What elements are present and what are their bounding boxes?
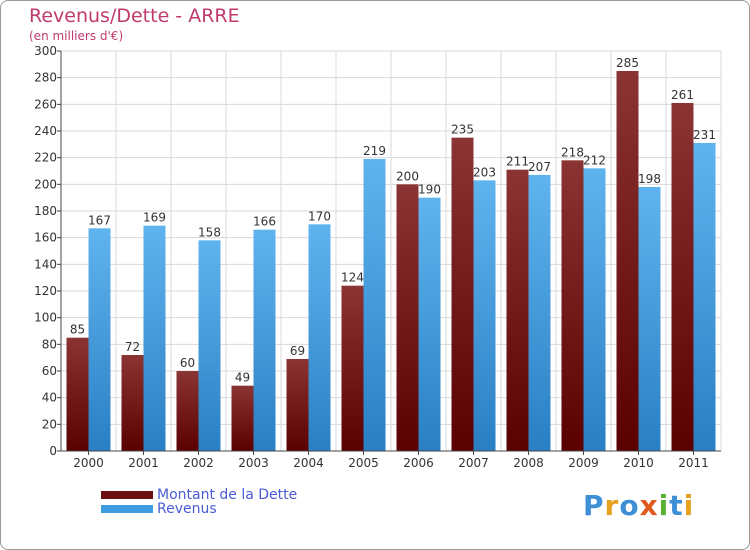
- y-tick-label: 40: [42, 391, 57, 405]
- data-label-dette: 261: [671, 88, 694, 102]
- logo-letter: i: [683, 489, 695, 522]
- logo-letter: r: [604, 489, 620, 522]
- x-tick-label: 2010: [623, 456, 654, 470]
- bar-dette: [286, 359, 309, 451]
- bar-dette: [341, 285, 364, 451]
- x-tick-label: 2002: [183, 456, 214, 470]
- data-label-dette: 49: [235, 371, 250, 385]
- bar-dette: [231, 385, 254, 451]
- y-tick-label: 0: [49, 444, 57, 458]
- x-tick-label: 2005: [348, 456, 379, 470]
- bar-dette: [451, 137, 474, 451]
- data-label-dette: 218: [561, 145, 584, 159]
- bar-revenus: [253, 229, 276, 451]
- x-tick-label: 2009: [568, 456, 599, 470]
- data-label-revenus: 231: [693, 128, 716, 142]
- x-tick-label: 2007: [458, 456, 489, 470]
- y-tick-label: 220: [34, 151, 57, 165]
- data-label-dette: 72: [125, 340, 140, 354]
- data-label-revenus: 170: [308, 209, 331, 223]
- bar-revenus: [363, 159, 386, 451]
- bar-revenus: [528, 175, 551, 451]
- bar-dette: [616, 71, 639, 451]
- legend-label-dette: Montant de la Dette: [157, 487, 298, 503]
- bar-dette: [121, 355, 144, 451]
- bar-revenus: [418, 197, 441, 451]
- y-tick-label: 280: [34, 71, 57, 85]
- bar-revenus: [88, 228, 111, 451]
- x-tick-label: 2000: [73, 456, 104, 470]
- data-label-revenus: 166: [253, 215, 276, 229]
- axes: 0 20 40 60 80 100 120 140 160 180 200 220 240 260 280 3…: [34, 44, 721, 470]
- bar-revenus: [198, 240, 221, 451]
- data-label-dette: 285: [616, 56, 639, 70]
- bar-revenus: [583, 168, 606, 452]
- y-tick-label: 80: [42, 337, 57, 351]
- data-label-dette: 60: [180, 356, 195, 370]
- y-tick-label: 180: [34, 204, 57, 218]
- bar-revenus: [693, 143, 716, 451]
- bar-dette: [506, 169, 529, 451]
- y-tick-label: 140: [34, 257, 57, 271]
- bar-dette: [561, 160, 584, 452]
- data-label-revenus: 167: [88, 213, 111, 227]
- x-tick-label: 2003: [238, 456, 269, 470]
- legend-swatch-revenus: [101, 505, 153, 513]
- data-label-revenus: 207: [528, 160, 551, 174]
- y-tick-label: 100: [34, 311, 57, 325]
- logo-letter: o: [619, 489, 640, 522]
- data-label-dette: 85: [70, 323, 85, 337]
- chart-title: Revenus/Dette - ARRE: [29, 5, 240, 27]
- y-tick-label: 300: [34, 44, 57, 58]
- bar-dette: [396, 184, 419, 452]
- data-label-dette: 211: [506, 155, 529, 169]
- y-tick-label: 260: [34, 97, 57, 111]
- x-tick-label: 2008: [513, 456, 544, 470]
- y-tick-label: 20: [42, 417, 57, 431]
- data-label-dette: 124: [341, 271, 364, 285]
- data-label-revenus: 203: [473, 165, 496, 179]
- logo-letter: i: [658, 489, 670, 522]
- x-tick-label: 2001: [128, 456, 159, 470]
- bar-revenus: [143, 225, 166, 451]
- logo-letter: t: [669, 489, 684, 522]
- logo-letter: x: [639, 489, 659, 522]
- proxiti-logo: Proxiti: [583, 489, 694, 522]
- grid-lines: [60, 50, 722, 452]
- data-label-revenus: 158: [198, 225, 221, 239]
- y-tick-label: 120: [34, 284, 57, 298]
- legend-swatch-dette: [101, 491, 153, 499]
- x-tick-label: 2011: [678, 456, 709, 470]
- data-label-revenus: 169: [143, 211, 166, 225]
- y-tick-label: 160: [34, 231, 57, 245]
- bar-revenus: [638, 187, 661, 451]
- legend-item-revenus: Revenus: [101, 501, 217, 517]
- chart-subtitle: (en milliers d'€): [29, 29, 124, 43]
- data-label-revenus: 212: [583, 153, 606, 167]
- x-tick-label: 2006: [403, 456, 434, 470]
- data-label-revenus: 190: [418, 183, 441, 197]
- y-tick-label: 60: [42, 364, 57, 378]
- bar-revenus: [308, 224, 331, 451]
- data-label-revenus: 219: [363, 144, 386, 158]
- legend-label-revenus: Revenus: [157, 501, 217, 517]
- legend-item-dette: Montant de la Dette: [101, 487, 297, 503]
- bar-revenus: [473, 180, 496, 452]
- data-label-dette: 200: [396, 169, 419, 183]
- y-tick-label: 200: [34, 177, 57, 191]
- logo-letter: P: [583, 489, 605, 522]
- bar-dette: [176, 371, 199, 451]
- bar-dette: [66, 337, 89, 451]
- y-tick-label: 240: [34, 124, 57, 138]
- data-label-dette: 235: [451, 123, 474, 137]
- bar-dette: [671, 103, 694, 451]
- data-label-dette: 69: [290, 344, 305, 358]
- x-tick-label: 2004: [293, 456, 324, 470]
- data-label-revenus: 198: [638, 172, 661, 186]
